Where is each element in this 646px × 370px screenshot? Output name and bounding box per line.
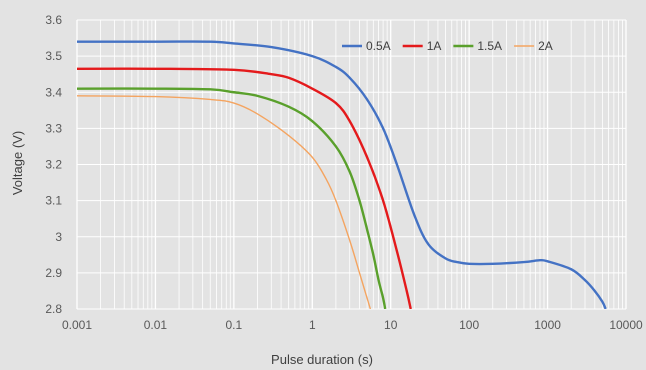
x-tick-label: 0.001	[62, 318, 92, 332]
y-tick-label: 3.2	[45, 158, 62, 172]
x-tick-label: 0.1	[226, 318, 243, 332]
legend-label: 1.5A	[477, 39, 502, 53]
y-tick-label: 3.3	[45, 121, 62, 135]
y-tick-label: 3.4	[45, 85, 62, 99]
y-axis-title: Voltage (V)	[10, 131, 25, 195]
y-tick-label: 3.5	[45, 49, 62, 63]
series-line-1-5a	[77, 87, 387, 309]
y-tick-label: 2.8	[45, 302, 62, 316]
x-tick-label: 100	[459, 318, 479, 332]
series-lines	[77, 40, 607, 309]
series-line-2a	[77, 95, 372, 309]
y-tick-label: 3	[55, 230, 62, 244]
y-tick-label: 3.6	[45, 13, 62, 27]
legend-label: 1A	[427, 39, 442, 53]
x-tick-labels: 0.001 0.01 0.1 1 10 100 1000 10000	[62, 318, 643, 332]
legend: 0.5A 1A 1.5A 2A	[342, 39, 553, 53]
x-tick-label: 1000	[534, 318, 561, 332]
legend-label: 2A	[538, 39, 553, 53]
y-tick-label: 2.9	[45, 266, 62, 280]
x-tick-label: 0.01	[144, 318, 168, 332]
legend-label: 0.5A	[366, 39, 391, 53]
x-axis-title: Pulse duration (s)	[271, 352, 373, 367]
x-tick-label: 10000	[609, 318, 643, 332]
series-line-0-5a	[77, 40, 607, 309]
series-line-1a	[77, 67, 412, 309]
x-tick-label: 1	[309, 318, 316, 332]
y-tick-label: 3.1	[45, 194, 62, 208]
x-tick-label: 10	[384, 318, 398, 332]
y-tick-labels: 2.8 2.9 3 3.1 3.2 3.3 3.4 3.5 3.6	[45, 13, 62, 316]
